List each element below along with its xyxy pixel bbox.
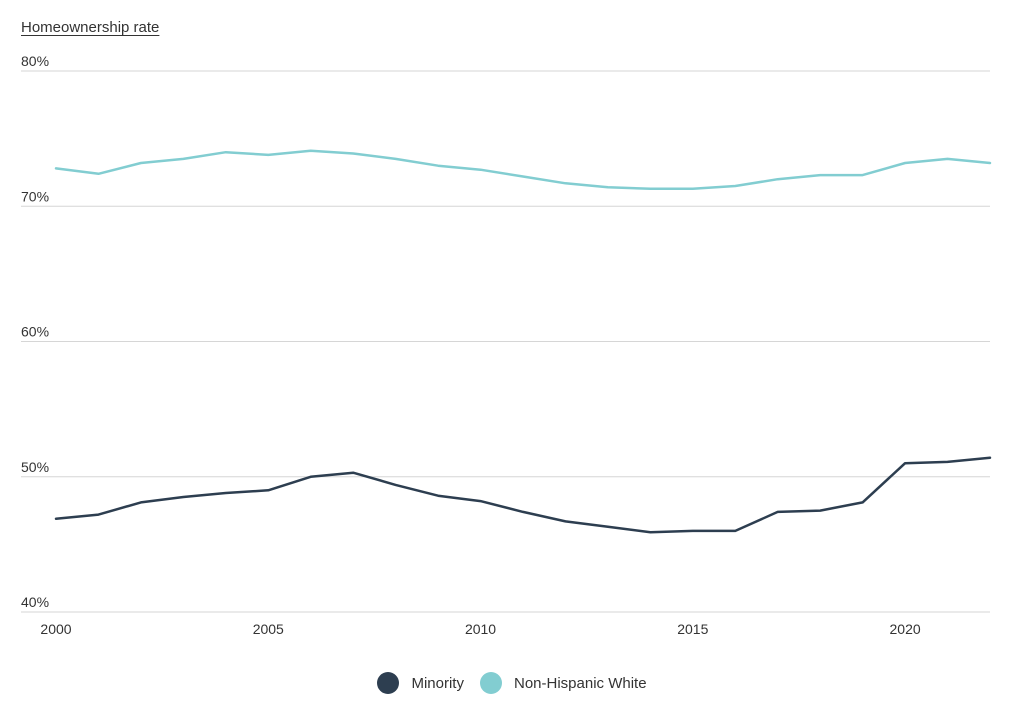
y-axis-ticks: 40% 50% 60% 70% 80% (21, 53, 49, 610)
legend-label-non-hispanic-white: Non-Hispanic White (513, 674, 647, 692)
ytick-label: 50% (21, 459, 49, 475)
xtick-label: 2005 (253, 621, 284, 637)
xtick-label: 2020 (890, 621, 921, 637)
ytick-label: 60% (21, 324, 49, 340)
xtick-label: 2015 (677, 621, 708, 637)
legend-swatch-minority (377, 672, 400, 694)
series-lines (54, 149, 992, 534)
legend-label-minority: Minority (411, 674, 464, 692)
legend-swatch-non-hispanic-white (479, 672, 502, 694)
legend: Minority Non-Hispanic White (0, 672, 1024, 694)
series-line-non-hispanic-white (54, 149, 992, 190)
ytick-label: 80% (21, 53, 49, 69)
legend-item-minority: Minority (377, 672, 464, 694)
gridlines (21, 70, 990, 613)
xtick-label: 2000 (40, 621, 71, 637)
ytick-label: 70% (21, 188, 49, 204)
x-axis-ticks: 2000 2005 2010 2015 2020 (40, 621, 920, 637)
ytick-label: 40% (21, 594, 49, 610)
legend-item-non-hispanic-white: Non-Hispanic White (479, 672, 647, 694)
xtick-label: 2010 (465, 621, 496, 637)
series-line-minority (54, 456, 992, 534)
chart-title: Homeownership rate (21, 19, 160, 36)
